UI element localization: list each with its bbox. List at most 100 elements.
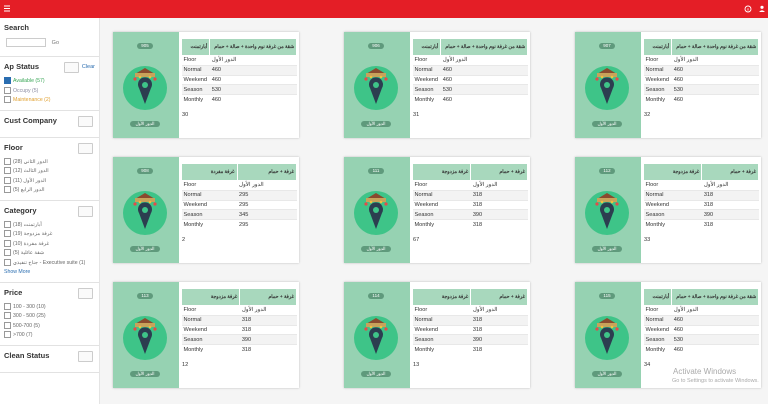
row-label: Normal xyxy=(181,314,240,326)
category-cell: غرفة مفردة xyxy=(181,163,238,181)
filter-option[interactable]: Maintenance (2) xyxy=(4,96,95,106)
checkbox[interactable] xyxy=(4,258,11,266)
filter-button[interactable] xyxy=(78,115,93,127)
room-card[interactable]: 111 الدور الأول غرفة مزدوجة غرفة + حمام Floo… xyxy=(344,157,530,263)
row-label: Season xyxy=(643,84,672,95)
show-more[interactable]: Show More xyxy=(4,269,31,275)
room-badge: 115 xyxy=(599,293,615,299)
row-label: Season xyxy=(412,84,441,95)
row-label: Season xyxy=(643,334,672,345)
option-label: شقة عائلية (5) xyxy=(13,250,45,256)
table-row: Weekend 318 xyxy=(412,324,528,335)
count: 34 xyxy=(644,362,651,368)
filter-option[interactable]: الدور الثالث (12) xyxy=(4,167,95,177)
room-card[interactable]: 115 الدور الأول أبارتمنت شقة من غرفة نوم وا… xyxy=(575,282,761,388)
checkbox[interactable] xyxy=(4,77,11,85)
filter-option[interactable]: 100 - 300 (10) xyxy=(4,302,95,313)
table-row: Monthly 460 xyxy=(412,94,528,104)
filter-option[interactable]: جناح تنفيذي - Executive suite (1) xyxy=(4,258,95,269)
filter-option[interactable]: الدور الثاني (28) xyxy=(4,157,95,168)
room-card[interactable]: 906 الدور الأول أبارتمنت شقة من غرفة نوم وا… xyxy=(344,32,530,138)
checkbox[interactable] xyxy=(4,96,11,104)
table-row: Weekend 460 xyxy=(643,324,759,335)
filter-button[interactable] xyxy=(64,62,79,73)
checkbox[interactable] xyxy=(4,176,11,184)
table-row: Monthly 318 xyxy=(181,344,297,354)
room-panel: 906 الدور الأول xyxy=(344,32,410,138)
price-cell: 318 xyxy=(239,344,297,354)
checkbox[interactable] xyxy=(4,186,11,194)
price-table: أبارتمنت شقة من غرفة نوم واحدة + صالة + ح… xyxy=(642,38,759,104)
checkbox[interactable] xyxy=(4,331,11,339)
count: 32 xyxy=(644,112,651,118)
filter-option[interactable]: الدور الأول (11) xyxy=(4,176,95,187)
filter-option[interactable]: شقة عائلية (5) xyxy=(4,249,95,259)
filter-option[interactable]: Occupy (5) xyxy=(4,86,95,97)
price-cell: 530 xyxy=(209,84,297,95)
filter-button[interactable] xyxy=(78,205,93,217)
table-header: غرفة مزدوجة غرفة + حمام xyxy=(411,288,528,306)
count: 33 xyxy=(644,237,651,243)
price-table: غرفة مزدوجة غرفة + حمام Floor الدور الأول No… xyxy=(411,288,528,354)
table-row: Normal 460 xyxy=(181,64,297,76)
price-cell: 390 xyxy=(470,334,528,345)
room-card[interactable]: 907 الدور الأول أبارتمنت شقة من غرفة نوم وا… xyxy=(575,32,761,138)
checkbox[interactable] xyxy=(4,167,11,175)
row-label: Normal xyxy=(643,314,672,326)
price-cell: 318 xyxy=(701,219,759,229)
filter-section: Cust Company xyxy=(0,111,99,138)
info-button[interactable] xyxy=(744,5,752,13)
filter-option[interactable]: Available (57) xyxy=(4,77,95,87)
menu-button[interactable] xyxy=(4,5,10,12)
checkbox[interactable] xyxy=(4,249,11,257)
row-label: Normal xyxy=(181,64,210,76)
filter-option[interactable]: الدور الرابع (5) xyxy=(4,186,95,196)
filter-option[interactable]: 500-700 (5) xyxy=(4,321,95,332)
room-card[interactable]: 114 الدور الأول غرفة مزدوجة غرفة + حمام Floo… xyxy=(344,282,530,388)
filter-option[interactable]: غرفة مزدوجة (19) xyxy=(4,230,95,240)
floor-cell: الدور الأول xyxy=(239,305,297,316)
table-row: Normal 460 xyxy=(643,64,759,76)
checkbox[interactable] xyxy=(4,86,11,94)
floor-cell: الدور الأول xyxy=(470,180,528,191)
go-button[interactable]: Go xyxy=(51,39,60,46)
room-badge: 905 xyxy=(137,43,153,49)
row-label: Floor xyxy=(643,55,672,66)
clear-button[interactable]: Clear xyxy=(81,64,95,70)
filter-option[interactable]: أبارتمنت (18) xyxy=(4,220,95,231)
checkbox[interactable] xyxy=(4,302,11,310)
checkbox[interactable] xyxy=(4,321,11,329)
filter-section: Ap Status Clear Available (57) Occupy (5) Ma… xyxy=(0,57,99,111)
category-cell: أبارتمنت xyxy=(642,288,673,306)
filter-option[interactable]: غرفة مفردة (10) xyxy=(4,239,95,250)
floor-label: الدور الأول xyxy=(130,121,160,127)
filter-option[interactable]: >700 (7) xyxy=(4,331,95,341)
description-cell: شقة من غرفة نوم واحدة + صالة + حمام xyxy=(440,38,528,56)
filter-button[interactable] xyxy=(78,142,93,154)
price-cell: 295 xyxy=(237,199,297,210)
checkbox[interactable] xyxy=(4,230,11,238)
room-card[interactable]: 908 الدور الأول غرفة مفردة غرفة + حمام Floor… xyxy=(113,157,299,263)
room-card[interactable]: 113 الدور الأول غرفة مزدوجة غرفة + حمام Floo… xyxy=(113,282,299,388)
filter-button[interactable] xyxy=(78,350,93,362)
room-card[interactable]: 905 الدور الأول أبارتمنت شقة من غرفة نوم وا… xyxy=(113,32,299,138)
search-input[interactable] xyxy=(6,38,46,47)
checkbox[interactable] xyxy=(4,312,11,320)
user-button[interactable] xyxy=(759,5,765,12)
table-row: Floor الدور الأول xyxy=(181,180,297,191)
room-icon xyxy=(585,191,629,235)
price-cell: 345 xyxy=(237,209,297,220)
table-row: Season 530 xyxy=(643,84,759,95)
floor-label: الدور الأول xyxy=(592,371,622,377)
room-badge: 113 xyxy=(137,293,153,299)
room-badge: 906 xyxy=(368,43,384,49)
table-row: Season 390 xyxy=(412,334,528,345)
room-card[interactable]: 112 الدور الأول غرفة مزدوجة غرفة + حمام Floo… xyxy=(575,157,761,263)
checkbox[interactable] xyxy=(4,157,11,165)
filter-button[interactable] xyxy=(78,287,93,299)
checkbox[interactable] xyxy=(4,220,11,228)
filter-option[interactable]: 300 - 500 (25) xyxy=(4,312,95,322)
floor-label: الدور الأول xyxy=(592,246,622,252)
checkbox[interactable] xyxy=(4,239,11,247)
table-row: Season 530 xyxy=(643,334,759,345)
